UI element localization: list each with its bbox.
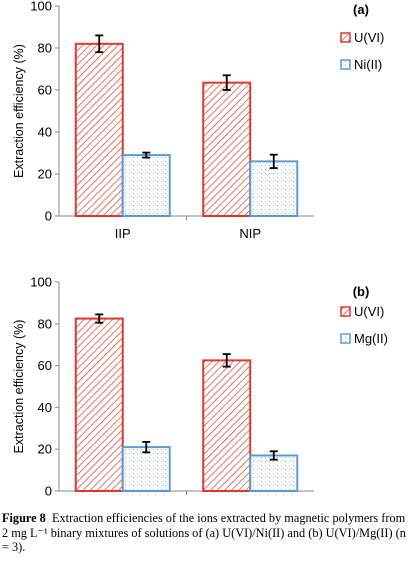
y-tick-label: 40 <box>38 400 52 415</box>
bar-uvi-nip <box>202 359 252 492</box>
bar-uvi-iip <box>74 317 124 493</box>
legend-label: Ni(II) <box>354 57 382 72</box>
y-tick-label: 80 <box>38 316 52 331</box>
figure: 0 20 40 60 80 100 Extraction efficiency (%) IIP… <box>12 0 388 499</box>
legend-swatch <box>340 59 351 70</box>
bar-niii-iip <box>121 154 171 218</box>
x-tick-label: NIP <box>239 226 261 241</box>
error-bar <box>142 151 151 159</box>
panel-label: (a) <box>353 2 369 17</box>
bar-niii-nip <box>249 160 299 217</box>
legend-label: U(VI) <box>354 30 384 45</box>
y-tick-label: 60 <box>38 83 52 98</box>
error-bar <box>222 353 231 368</box>
y-tick-label: 20 <box>38 167 52 182</box>
error-bar <box>222 74 231 91</box>
legend-swatch <box>340 306 351 317</box>
y-tick-label: 60 <box>38 358 52 373</box>
legend-label: Mg(II) <box>354 331 388 346</box>
panel-label: (b) <box>353 284 370 299</box>
error-bar <box>95 34 104 54</box>
y-tick-label: 0 <box>45 209 52 224</box>
y-tick-label: 20 <box>38 442 52 457</box>
y-tick-label: 40 <box>38 125 52 140</box>
error-bar <box>269 153 278 170</box>
y-axis-label: Extraction efficiency (%) <box>12 320 26 454</box>
bar-mgii-iip <box>121 446 171 492</box>
legend-label: U(VI) <box>354 304 384 319</box>
caption-label: Figure 8 <box>2 511 46 525</box>
bar-mgii-nip <box>249 454 299 492</box>
bar-uvi-iip <box>74 42 124 217</box>
legend-swatch <box>340 32 351 43</box>
figure-caption: Figure 8 Extraction efficiencies of the … <box>2 511 414 555</box>
caption-text: Extraction efficiencies of the ions extr… <box>2 511 406 554</box>
error-bar <box>95 313 104 324</box>
y-tick-label: 0 <box>45 484 52 499</box>
error-bar <box>269 450 278 461</box>
chart-panel-a: 0 20 40 60 80 100 Extraction efficiency (%) IIP… <box>12 0 384 241</box>
bar-uvi-nip <box>202 81 252 218</box>
y-tick-label: 100 <box>30 275 52 290</box>
error-bar <box>142 440 151 454</box>
x-tick-label: IIP <box>115 226 131 241</box>
y-tick-label: 80 <box>38 41 52 56</box>
y-tick-label: 100 <box>30 0 52 14</box>
y-axis-label: Extraction efficiency (%) <box>12 44 26 178</box>
legend-swatch <box>340 333 351 344</box>
